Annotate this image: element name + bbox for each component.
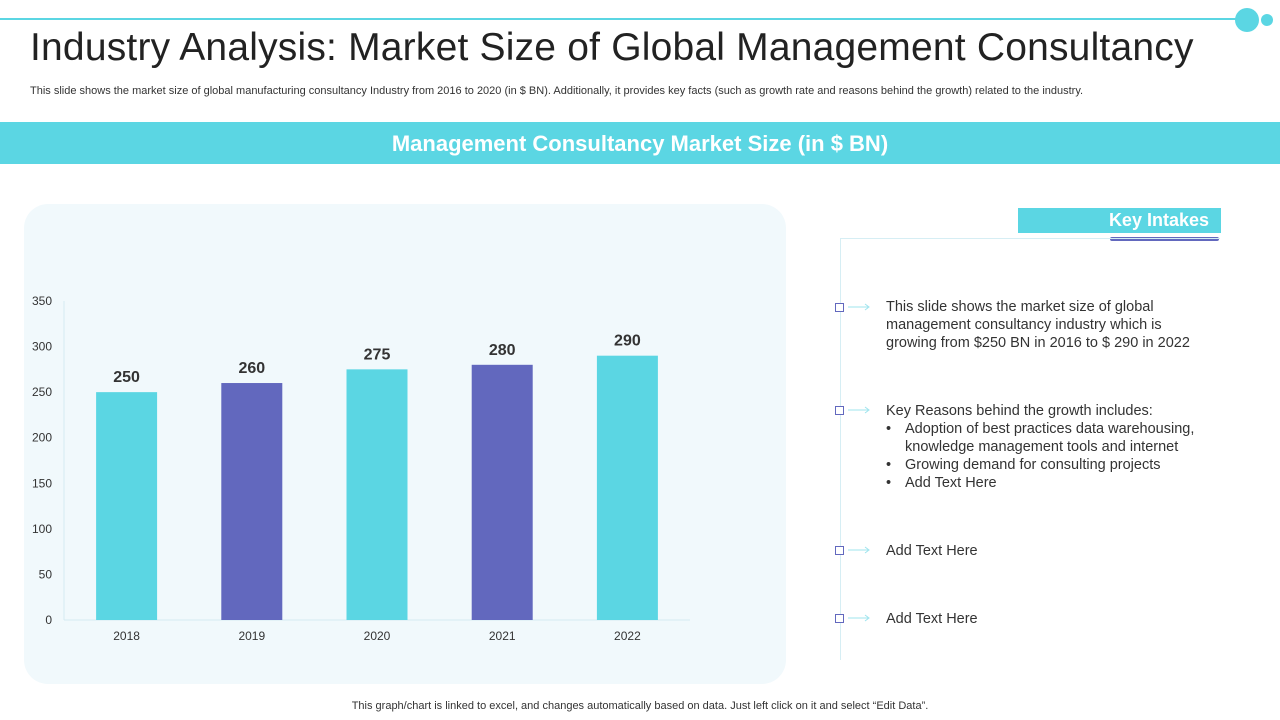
bullet-item: Growing demand for consulting projects xyxy=(886,456,1226,474)
key-intakes-header: Key Intakes xyxy=(1018,208,1221,233)
data-label: 290 xyxy=(614,333,641,350)
x-tick-label: 2018 xyxy=(113,629,140,643)
y-tick-label: 250 xyxy=(32,385,52,399)
y-tick-label: 200 xyxy=(32,431,52,445)
chart-banner: Management Consultancy Market Size (in $… xyxy=(0,122,1280,164)
x-tick-label: 2022 xyxy=(614,629,641,643)
x-tick-label: 2021 xyxy=(489,629,516,643)
key-intake-bullets: Adoption of best practices data warehous… xyxy=(886,420,1226,492)
bar xyxy=(96,392,158,620)
key-intakes-underline xyxy=(1110,237,1219,241)
arrow-right-icon xyxy=(848,303,870,311)
y-tick-label: 150 xyxy=(32,476,52,490)
key-intake-item-4: Add Text Here xyxy=(886,611,978,627)
top-decor-line xyxy=(0,18,1240,20)
arrow-right-icon xyxy=(848,546,870,554)
bullet-item: Add Text Here xyxy=(886,474,1226,492)
footer-note: This graph/chart is linked to excel, and… xyxy=(351,700,929,712)
data-label: 260 xyxy=(238,360,265,377)
x-tick-label: 2020 xyxy=(364,629,391,643)
x-tick-label: 2019 xyxy=(238,629,265,643)
y-tick-label: 50 xyxy=(39,567,53,581)
page-title: Industry Analysis: Market Size of Global… xyxy=(30,26,1194,69)
y-tick-label: 0 xyxy=(45,613,52,627)
bullet-item: Adoption of best practices data warehous… xyxy=(886,420,1226,456)
item-marker-icon xyxy=(835,614,844,623)
y-tick-label: 350 xyxy=(32,294,52,308)
y-tick-label: 300 xyxy=(32,340,52,354)
bar-chart[interactable]: 0 50 100 150 200 250 300 350 250 2018 260 2019 275 20… xyxy=(0,0,790,700)
data-label: 250 xyxy=(113,369,140,386)
bar xyxy=(346,369,408,620)
key-intake-item-3: Add Text Here xyxy=(886,543,978,559)
decor-dot-large xyxy=(1235,8,1259,32)
key-intake-item-2-heading: Key Reasons behind the growth includes: xyxy=(886,403,1153,419)
data-label: 275 xyxy=(364,346,391,363)
decor-dot-small xyxy=(1261,14,1273,26)
page-subtitle: This slide shows the market size of glob… xyxy=(30,85,1084,97)
item-marker-icon xyxy=(835,406,844,415)
timeline-vertical-line xyxy=(840,238,841,660)
key-intake-item-1: This slide shows the market size of glob… xyxy=(886,299,1190,351)
bar xyxy=(596,355,658,620)
y-tick-label: 100 xyxy=(32,522,52,536)
item-marker-icon xyxy=(835,546,844,555)
bar xyxy=(471,364,533,620)
timeline-top-line xyxy=(840,238,1220,239)
bar xyxy=(221,383,283,620)
item-marker-icon xyxy=(835,303,844,312)
arrow-right-icon xyxy=(848,614,870,622)
data-label: 280 xyxy=(489,342,516,359)
key-intake-item-2: Key Reasons behind the growth includes: … xyxy=(886,402,1226,492)
arrow-right-icon xyxy=(848,406,870,414)
